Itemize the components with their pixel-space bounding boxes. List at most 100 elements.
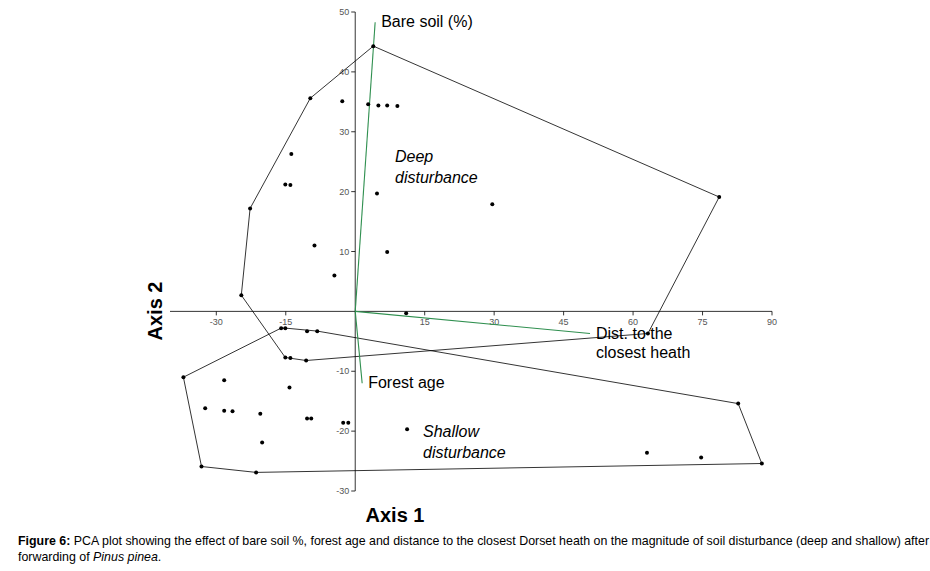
point [340, 99, 344, 103]
point [279, 326, 283, 330]
point [385, 103, 389, 107]
chart: -30-15153045607590-30-20-101020304050Axi… [0, 0, 930, 571]
point [254, 470, 258, 474]
group-label: Deep disturbance [395, 148, 478, 186]
point [490, 202, 494, 206]
point [736, 402, 740, 406]
x-tick-label: 45 [559, 317, 569, 327]
y-tick-label: 10 [339, 247, 349, 257]
y-tick [351, 251, 355, 252]
y-tick [351, 491, 355, 492]
x-tick-label: 90 [767, 317, 777, 327]
vector-label-line: Bare soil (%) [381, 13, 473, 30]
x-tick [633, 311, 634, 315]
caption: Figure 6: PCA plot showing the effect of… [18, 533, 930, 565]
x-axis [170, 311, 772, 312]
point [305, 329, 309, 333]
x-tick [563, 311, 564, 315]
vector-label: Forest age [368, 374, 445, 391]
x-tick-label: 30 [489, 317, 499, 327]
x-tick [702, 311, 703, 315]
point [404, 311, 408, 315]
point [395, 104, 399, 108]
point [283, 182, 287, 186]
point [248, 206, 252, 210]
x-axis-label: Axis 1 [366, 504, 425, 526]
vector-label: Bare soil (%) [381, 13, 473, 30]
point [371, 44, 375, 48]
point [315, 329, 319, 333]
point [222, 378, 226, 382]
point [258, 412, 262, 416]
x-tick-label: 75 [698, 317, 708, 327]
point [283, 355, 287, 359]
biplot-vector [355, 311, 362, 383]
x-tick [424, 311, 425, 315]
x-tick [772, 311, 773, 315]
point [222, 409, 226, 413]
point [405, 427, 409, 431]
point [231, 409, 235, 413]
x-tick-label: 15 [420, 317, 430, 327]
point [366, 102, 370, 106]
vector-label-line: Forest age [368, 374, 445, 391]
point [288, 183, 292, 187]
point [308, 96, 312, 100]
y-tick [351, 12, 355, 13]
point [305, 417, 309, 421]
point [375, 191, 379, 195]
vector-label-line: Dist. to the [596, 325, 673, 342]
point [376, 103, 380, 107]
caption-part: Figure 6: [18, 534, 70, 548]
point [287, 385, 291, 389]
point [289, 152, 293, 156]
x-tick-label: -30 [210, 317, 223, 327]
point [309, 417, 313, 421]
point [288, 356, 292, 360]
point [346, 421, 350, 425]
point [332, 273, 336, 277]
y-axis-label: Axis 2 [144, 282, 166, 341]
point [199, 464, 203, 468]
y-tick-label: 20 [339, 187, 349, 197]
point [341, 421, 345, 425]
point [239, 293, 243, 297]
point [181, 375, 185, 379]
biplot-vector [355, 22, 375, 311]
group-label-line: disturbance [423, 444, 506, 461]
vector-label-line: closest heath [596, 344, 690, 361]
plot-area [181, 22, 763, 474]
point [283, 326, 287, 330]
y-tick-label: 30 [339, 127, 349, 137]
y-tick [351, 431, 355, 432]
point [717, 195, 721, 199]
group-label: Shallow disturbance [423, 423, 506, 461]
point [312, 244, 316, 248]
point [760, 461, 764, 465]
y-tick [351, 71, 355, 72]
x-tick-label: -15 [279, 317, 292, 327]
y-tick-label: 40 [339, 67, 349, 77]
y-tick-label: -30 [336, 486, 349, 496]
y-tick [351, 371, 355, 372]
y-tick [351, 191, 355, 192]
point [260, 441, 264, 445]
vector-label: Dist. to the closest heath [596, 325, 690, 361]
y-tick-label: -20 [336, 426, 349, 436]
x-tick [216, 311, 217, 315]
y-tick-label: -10 [336, 366, 349, 376]
caption-part: Pinus pinea [93, 550, 158, 564]
x-tick [285, 311, 286, 315]
x-tick [494, 311, 495, 315]
point [645, 451, 649, 455]
point [304, 358, 308, 362]
group-label-line: Shallow [423, 423, 480, 440]
point [203, 406, 207, 410]
group-label-line: Deep [395, 148, 433, 165]
biplot-vector [355, 311, 590, 333]
group-label-line: disturbance [395, 169, 478, 186]
point [699, 455, 703, 459]
group-hull [241, 46, 719, 360]
point [385, 250, 389, 254]
y-tick-label: 50 [339, 7, 349, 17]
